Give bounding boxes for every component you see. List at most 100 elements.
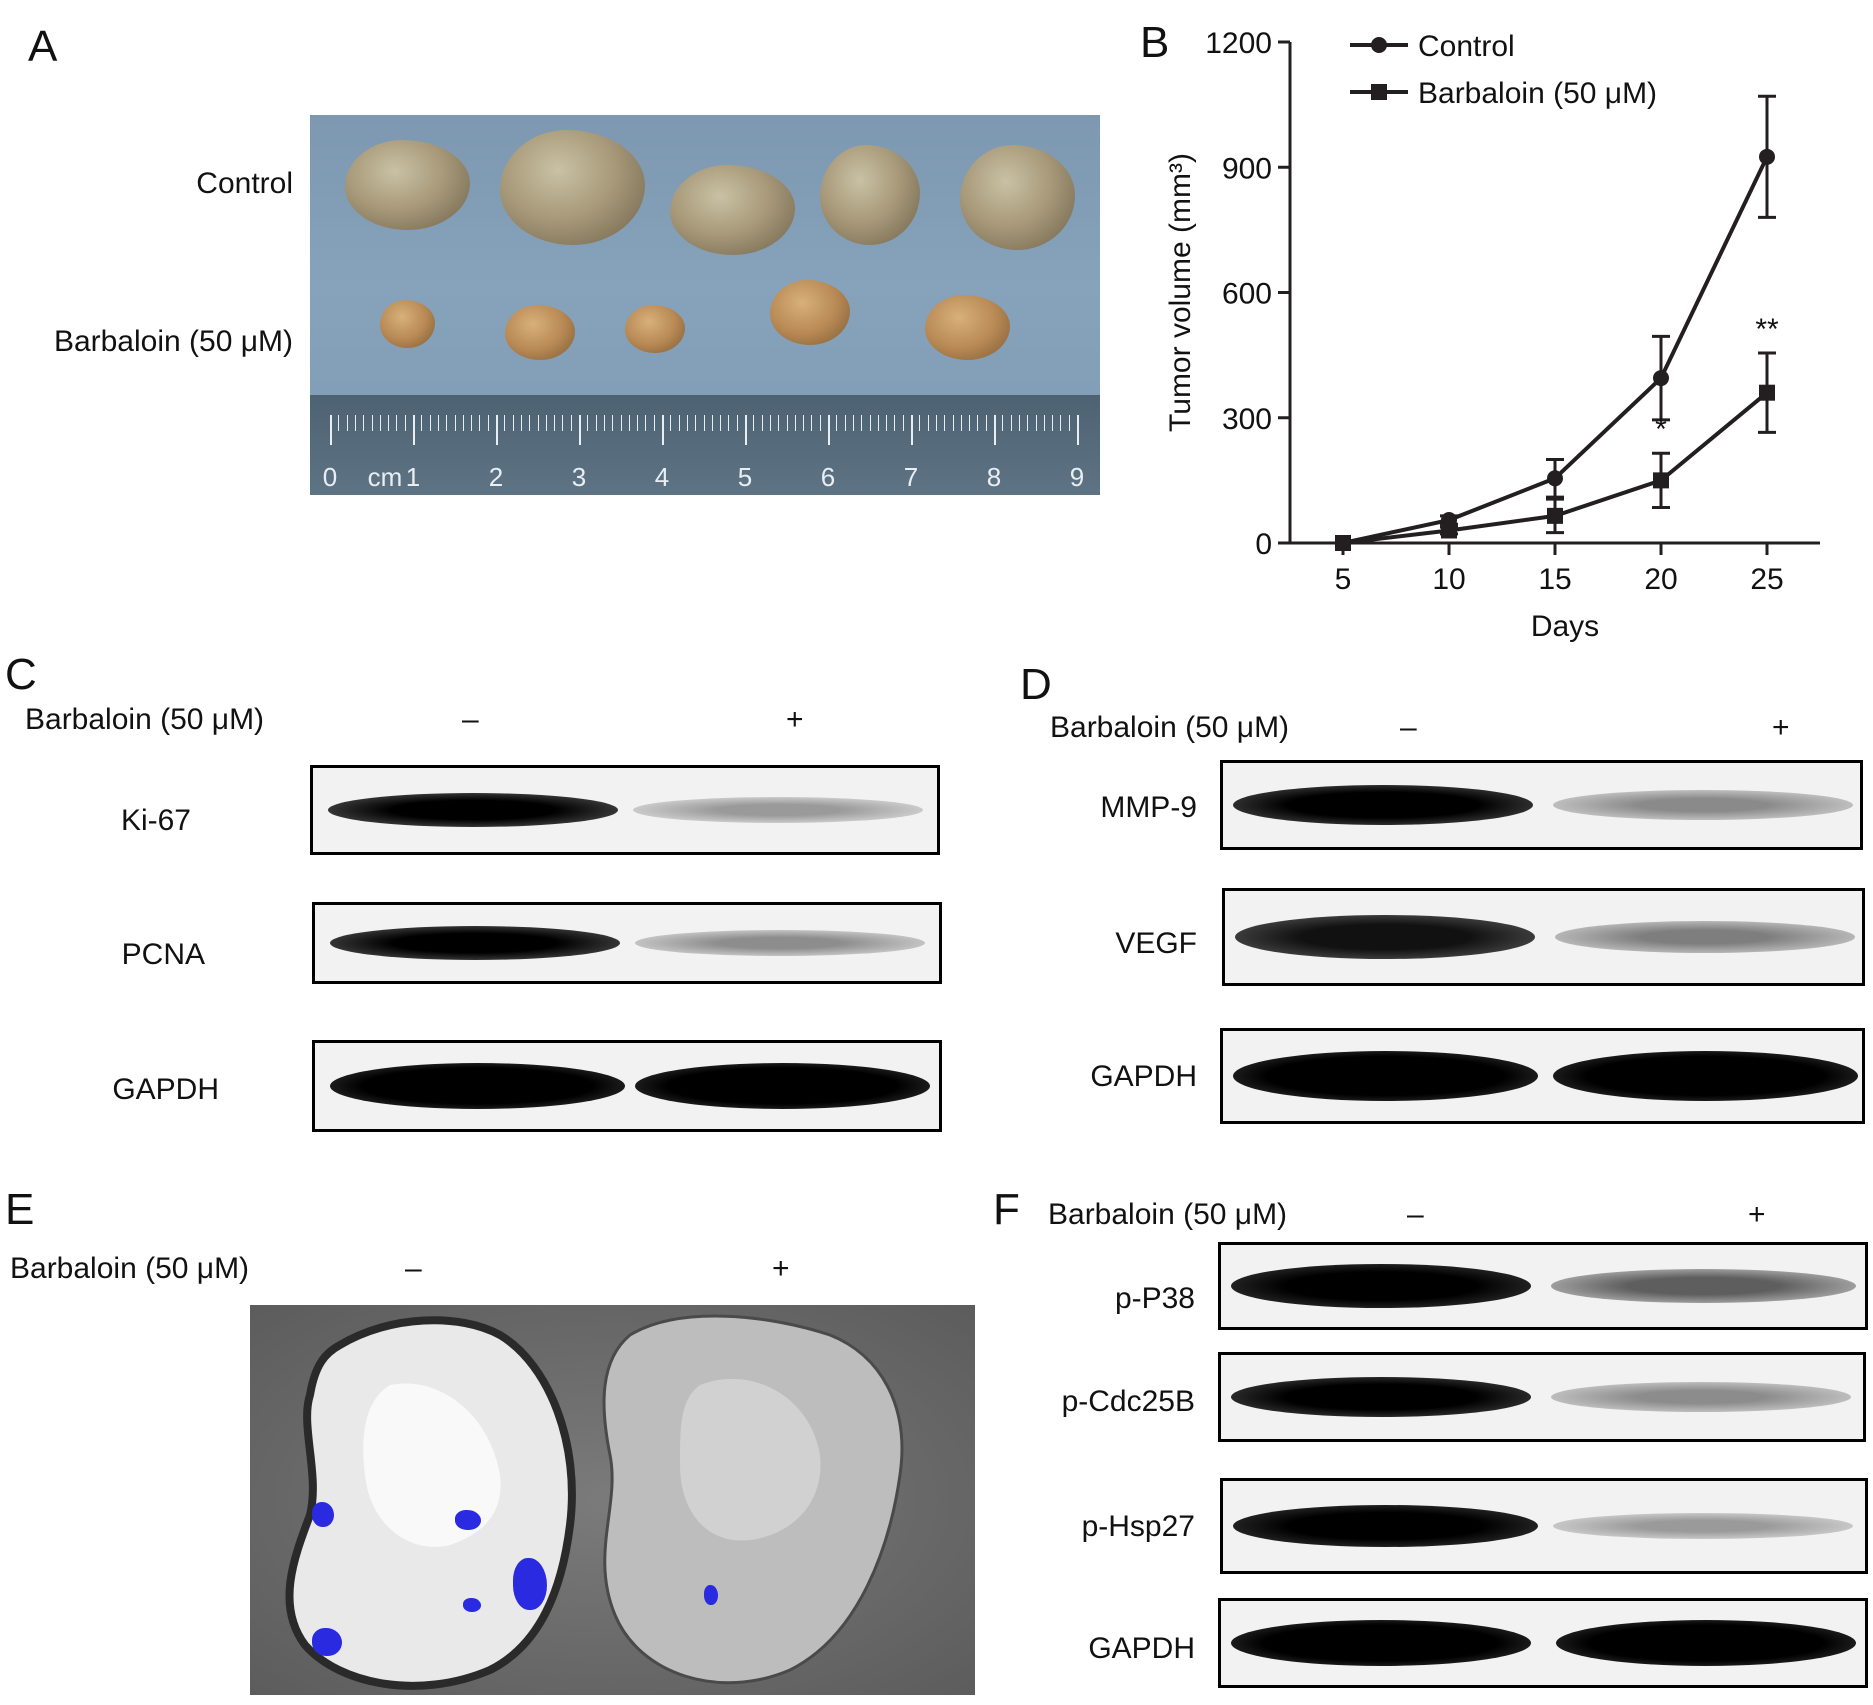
ruler-unit: cm	[367, 462, 403, 492]
ruler-tick	[612, 415, 614, 431]
ruler-tick	[711, 415, 713, 431]
legend-marker	[1371, 37, 1387, 53]
panel-d-plus: +	[1772, 711, 1790, 744]
band-control	[1231, 1264, 1531, 1308]
ruler-tick	[653, 415, 655, 431]
blot-label-pcna: PCNA	[121, 938, 205, 971]
ruler-tick	[844, 415, 846, 431]
ruler-number: 6	[820, 462, 836, 492]
barbaloin-tumor-5	[925, 295, 1010, 360]
ruler-tick	[678, 415, 680, 431]
panel-f-letter: F	[993, 1185, 1020, 1234]
signal-spot-2	[455, 1510, 481, 1530]
x-tick-label: 15	[1538, 563, 1571, 596]
ruler-number: 5	[737, 462, 753, 492]
ruler-tick	[330, 415, 332, 445]
panel-d-minus: –	[1400, 711, 1417, 744]
y-tick-label: 1200	[1205, 27, 1272, 60]
signal-spot-5	[312, 1628, 342, 1656]
data-point	[1653, 370, 1669, 387]
ruler-number: 8	[986, 462, 1002, 492]
ruler-tick	[1027, 415, 1029, 431]
y-tick-label: 600	[1222, 278, 1272, 311]
ruler-tick	[952, 415, 954, 431]
data-point	[1335, 535, 1351, 551]
ruler-tick	[969, 415, 971, 431]
ruler-tick	[371, 415, 373, 431]
panel-e-plus: +	[772, 1252, 790, 1285]
ruler-tick	[579, 415, 581, 445]
blot-label-gapdh-c: GAPDH	[112, 1073, 219, 1106]
x-axis-label: Days	[1531, 610, 1599, 643]
ruler-tick	[877, 415, 879, 431]
ruler-tick	[346, 415, 348, 431]
ruler-tick	[529, 415, 531, 431]
band-control	[1233, 1505, 1538, 1547]
ruler-tick	[496, 415, 498, 445]
barbaloin-tumor-2	[505, 305, 575, 360]
panel-d-treatment-label: Barbaloin (50 μM)	[1050, 711, 1290, 744]
ruler-tick	[686, 415, 688, 431]
band-treated	[635, 930, 925, 956]
ruler-tick	[437, 415, 439, 431]
ruler-tick	[919, 415, 921, 431]
band-treated	[1551, 1269, 1856, 1303]
blot-label-pcdc25b: p-Cdc25B	[1061, 1385, 1195, 1418]
barbaloin-tumor-3	[625, 305, 685, 353]
ruler-tick	[927, 415, 929, 431]
ruler-tick	[570, 415, 572, 431]
ruler-tick	[670, 415, 672, 431]
panel-f-minus: –	[1407, 1198, 1424, 1231]
band-treated	[1555, 921, 1855, 953]
band-control	[1233, 785, 1533, 825]
ruler-tick	[944, 415, 946, 431]
ruler-tick	[1002, 415, 1004, 431]
tumor-photo: 0 1 2 3 4 5 6 7 8 9 cm	[310, 115, 1100, 495]
ruler-tick	[562, 415, 564, 431]
band-control	[1231, 1620, 1531, 1666]
blot-gapdh-f	[1218, 1598, 1868, 1688]
ruler-tick	[462, 415, 464, 431]
tumor-volume-chart: 0 300 600 900 1200 5 10 15 20 25 Days Tumor volume …	[1164, 27, 1820, 643]
signal-spot-1	[312, 1502, 334, 1527]
significance-mark: **	[1755, 313, 1779, 346]
ruler-tick	[745, 415, 747, 445]
ruler-tick	[388, 415, 390, 431]
ruler-tick	[537, 415, 539, 431]
data-point	[1653, 472, 1669, 489]
significance-mark: *	[1655, 413, 1667, 446]
panel-c-treatment-label: Barbaloin (50 μM)	[25, 703, 265, 736]
ruler-tick	[753, 415, 755, 431]
ruler-tick	[1043, 415, 1045, 431]
ruler-tick	[1010, 415, 1012, 431]
x-tick-label: 25	[1750, 563, 1783, 596]
barbaloin-tumor-1	[380, 300, 435, 348]
ruler-tick	[587, 415, 589, 431]
panel-e-letter: E	[5, 1185, 35, 1234]
blot-pcna	[312, 902, 942, 984]
row-label-control: Control	[196, 167, 293, 200]
panel-c-plus: +	[786, 703, 804, 736]
ruler-number: 7	[903, 462, 919, 492]
signal-spot-6	[704, 1585, 718, 1605]
band-control	[1235, 915, 1535, 959]
ruler-tick	[902, 415, 904, 431]
ruler-tick	[628, 415, 630, 431]
panel-c-minus: –	[462, 703, 479, 736]
ruler-tick	[894, 415, 896, 431]
ruler-tick	[803, 415, 805, 431]
control-tumor-5	[960, 145, 1075, 250]
y-axis-label: Tumor volume (mm³)	[1164, 153, 1197, 432]
ruler-number: 2	[488, 462, 504, 492]
ruler-tick	[794, 415, 796, 431]
x-tick-label: 5	[1335, 563, 1352, 596]
ruler-tick	[354, 415, 356, 431]
band-control	[1233, 1051, 1538, 1101]
signal-spot-3	[513, 1558, 547, 1610]
panel-a-letter: A	[28, 22, 58, 71]
data-point	[1547, 470, 1563, 487]
ruler-tick	[1060, 415, 1062, 431]
ruler-tick	[886, 415, 888, 431]
ruler-tick	[960, 415, 962, 431]
panel-e-minus: –	[405, 1252, 422, 1285]
